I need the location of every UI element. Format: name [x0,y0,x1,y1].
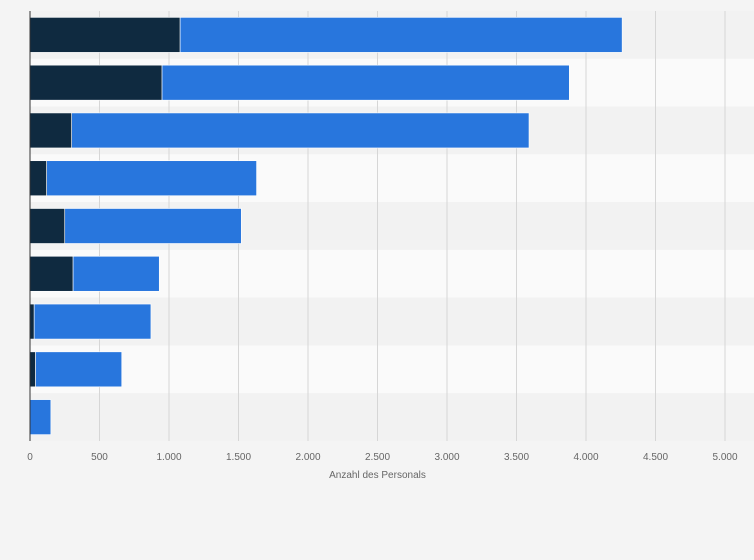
x-tick-label: 2.000 [295,452,320,463]
bar-segment-series-2 [72,255,160,292]
bars [29,17,623,435]
x-tick-label: 1.000 [156,452,181,463]
bar-segment-series-2 [71,112,530,149]
bar-segment-series-1 [29,255,74,292]
bar-segment-series-1 [29,303,35,340]
row-band [30,345,754,394]
bar-segment-series-2 [35,351,123,388]
x-tick-label: 4.500 [643,452,668,463]
x-tick-label: 3.500 [504,452,529,463]
bar-segment-series-2 [29,399,52,435]
bar-segment-series-1 [29,112,73,149]
bar-segment-series-2 [46,160,257,197]
bar-segment-series-1 [29,351,36,388]
x-tick-label: 500 [91,452,108,463]
bar-segment-series-1 [29,208,66,244]
x-tick-label: 5.000 [712,452,737,463]
x-tick-label: 1.500 [226,452,251,463]
bar-segment-series-1 [29,160,47,197]
bar-segment-series-1 [29,17,181,53]
x-tick-labels: 0 500 1.000 1.500 2.000 2.500 3.000 3.500 4.000 4… [27,452,738,463]
x-tick-label: 0 [27,452,33,463]
x-tick-label: 2.500 [365,452,390,463]
bar-segment-series-2 [179,17,623,53]
bar-segment-series-2 [64,208,242,244]
x-tick-label: 4.000 [573,452,598,463]
row-band [30,393,754,441]
bar-segment-series-1 [29,64,163,101]
x-axis-title: Anzahl des Personals [329,470,426,481]
x-tick-label: 3.000 [434,452,459,463]
bar-segment-series-2 [161,64,570,101]
bar-segment-series-2 [33,303,152,340]
